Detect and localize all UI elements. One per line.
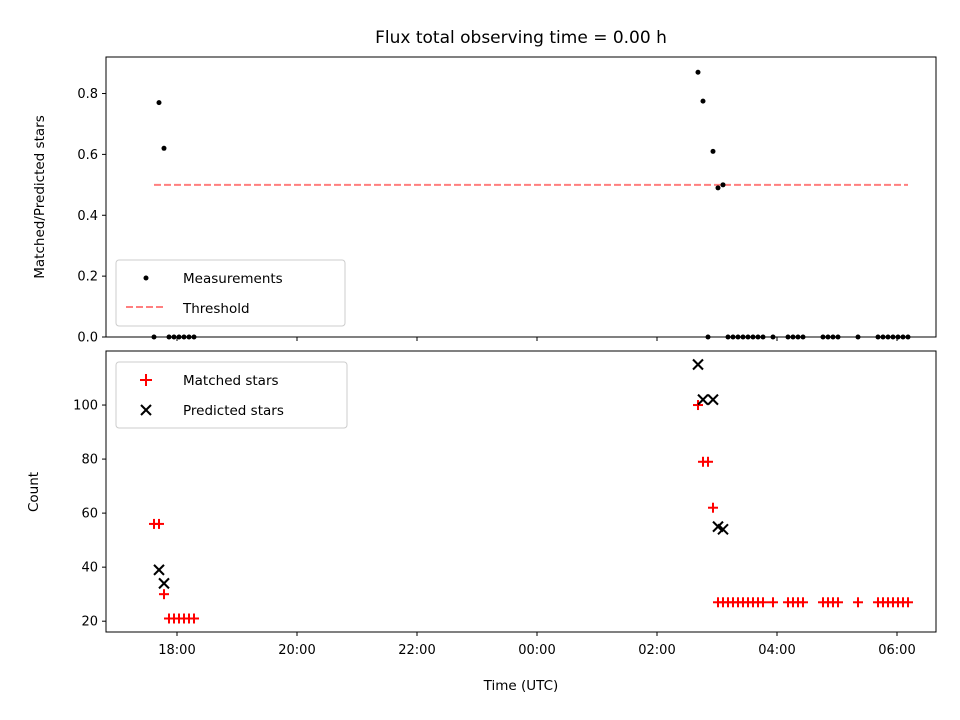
top-legend: Measurements Threshold (115, 259, 346, 327)
matched-star-point (757, 597, 768, 608)
1-ytick-label: 100 (73, 399, 98, 414)
bottom-legend-box (115, 361, 348, 429)
legend-measurements-marker (143, 275, 149, 281)
measurement-point (715, 185, 721, 191)
top-x-ticks (176, 337, 898, 341)
measurement-point (720, 182, 726, 188)
bottom-xtick-label: 02:00 (638, 643, 675, 658)
matched-star-point (707, 502, 718, 513)
panel-bottom: 20 40 60 80 100 18:00 20:00 22:00 00:00 02:00 04:… (26, 350, 937, 694)
1-ytick-label: 20 (81, 615, 98, 630)
matched-star-point (832, 597, 843, 608)
predicted-star-point (153, 564, 165, 576)
0-ytick-label: 0.0 (77, 331, 98, 346)
1-ytick-label: 60 (81, 507, 98, 522)
measurement-point (700, 98, 706, 104)
matched-star-point (902, 597, 913, 608)
legend-predicted-label: Predicted stars (183, 403, 284, 419)
bottom-y-axis: 20 40 60 80 100 (73, 399, 106, 630)
predicted-star-point (707, 393, 719, 406)
bottom-xtick-label: 04:00 (758, 643, 795, 658)
chart-title: Flux total observing time = 0.00 h (375, 28, 667, 48)
0-ytick-label: 0.2 (77, 270, 98, 285)
predicted-star-point (692, 358, 704, 371)
matched-star-point (702, 456, 713, 467)
measurement-point (161, 145, 167, 151)
bottom-axes-frame (105, 350, 937, 633)
measurement-point (695, 69, 701, 75)
predicted-star-point (717, 523, 729, 536)
0-ytick-label: 0.8 (77, 87, 98, 102)
matched-star-point (188, 613, 199, 624)
bottom-xtick-label: 00:00 (518, 643, 555, 658)
predicted-star-point (697, 393, 709, 406)
bottom-x-axis: 18:00 20:00 22:00 00:00 02:00 04:00 06:00 (158, 632, 916, 658)
bottom-xtick-label: 20:00 (278, 643, 315, 658)
top-y-axis: 0.0 0.2 0.4 0.6 0.8 (77, 87, 106, 346)
top-y-axis-label: Matched/Predicted stars (32, 115, 48, 278)
bottom-y-axis-label: Count (26, 472, 42, 512)
1-ytick-label: 80 (81, 453, 98, 468)
x-axis-label: Time (UTC) (483, 678, 559, 694)
matched-star-point (158, 589, 169, 600)
matched-star-point (767, 597, 778, 608)
panel-top: 0.00.20.40.60.8 Matched/Predicted stars … (32, 56, 937, 346)
bottom-xtick-label: 18:00 (158, 643, 195, 658)
matched-star-point (852, 597, 863, 608)
legend-measurements-label: Measurements (183, 271, 283, 287)
bottom-legend: Matched stars Predicted stars (115, 361, 348, 429)
legend-threshold-label: Threshold (182, 301, 250, 317)
top-axes-frame (105, 56, 937, 338)
0-ytick-label: 0.4 (77, 209, 98, 224)
measurement-point (156, 100, 162, 106)
top-legend-box (115, 259, 346, 327)
matched-star-point (153, 518, 164, 529)
1-ytick-label: 40 (81, 561, 98, 576)
predicted-star-point (158, 577, 170, 590)
measurement-point (710, 148, 716, 154)
matched-star-point (797, 597, 808, 608)
matched-star-point (692, 400, 703, 411)
legend-matched-marker (140, 374, 152, 386)
bottom-xtick-label: 22:00 (398, 643, 435, 658)
bottom-xtick-label: 06:00 (878, 643, 915, 658)
0-ytick-label: 0.6 (77, 148, 98, 163)
bottom-plot-area (148, 358, 913, 624)
legend-matched-label: Matched stars (183, 373, 279, 389)
legend-predicted-marker (140, 404, 152, 416)
